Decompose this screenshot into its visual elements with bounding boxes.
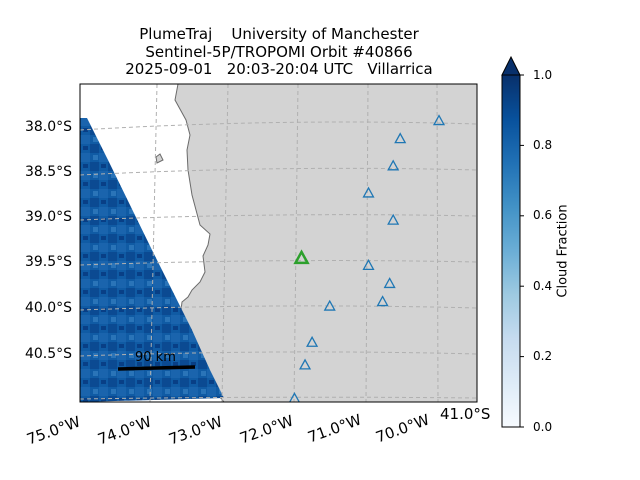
volcano-marker — [394, 132, 407, 144]
lat-label: 38.0°S — [24, 119, 72, 135]
colorbar-extend-triangle — [501, 55, 521, 76]
lat-label: 39.5°S — [24, 254, 72, 270]
volcano-marker — [383, 277, 396, 289]
map-panel — [80, 84, 477, 402]
target-volcano-marker — [293, 249, 310, 265]
scale-bar — [117, 365, 196, 371]
lat-label: 38.5°S — [24, 164, 72, 180]
colorbar-label: Cloud Fraction — [555, 204, 571, 298]
colorbar-tick-label: 0.4 — [533, 279, 553, 293]
corner-lat-label: 41.0°S — [440, 405, 491, 423]
volcano-marker — [306, 335, 319, 347]
graticule — [80, 84, 477, 402]
colorbar-tick-label: 0.6 — [533, 208, 553, 222]
volcano-marker — [362, 259, 375, 270]
colorbar-tick-label: 1.0 — [533, 68, 553, 82]
lat-label: 40.5°S — [24, 346, 72, 362]
title-line-2: Sentinel-5P/TROPOMI Orbit #40866 — [145, 43, 413, 61]
volcano-marker — [288, 392, 300, 402]
island — [155, 153, 164, 164]
volcano-marker — [299, 358, 312, 370]
lat-label: 39.0°S — [24, 209, 72, 225]
volcano-marker — [387, 213, 400, 225]
colorbar-tick-label: 0.8 — [533, 138, 553, 152]
scale-bar-label: 90 km — [135, 350, 176, 365]
lat-label: 40.0°S — [24, 300, 72, 316]
title-line-1: PlumeTraj University of Manchester — [139, 25, 419, 43]
volcano-marker — [432, 114, 446, 126]
cloud-swath — [80, 118, 224, 402]
colorbar-tick-label: 0.0 — [533, 420, 553, 434]
colorbar-tick-label: 0.2 — [533, 349, 553, 363]
volcano-marker — [387, 159, 400, 171]
volcano-marker — [362, 186, 375, 198]
volcano-marker — [376, 295, 389, 307]
volcano-marker — [323, 299, 336, 311]
colorbar-gradient — [501, 74, 521, 428]
map-frame — [79, 83, 478, 403]
volcano-markers — [288, 114, 446, 402]
title-line-3: 2025-09-01 20:03-20:04 UTC Villarrica — [125, 60, 433, 78]
colorbar — [501, 55, 524, 428]
